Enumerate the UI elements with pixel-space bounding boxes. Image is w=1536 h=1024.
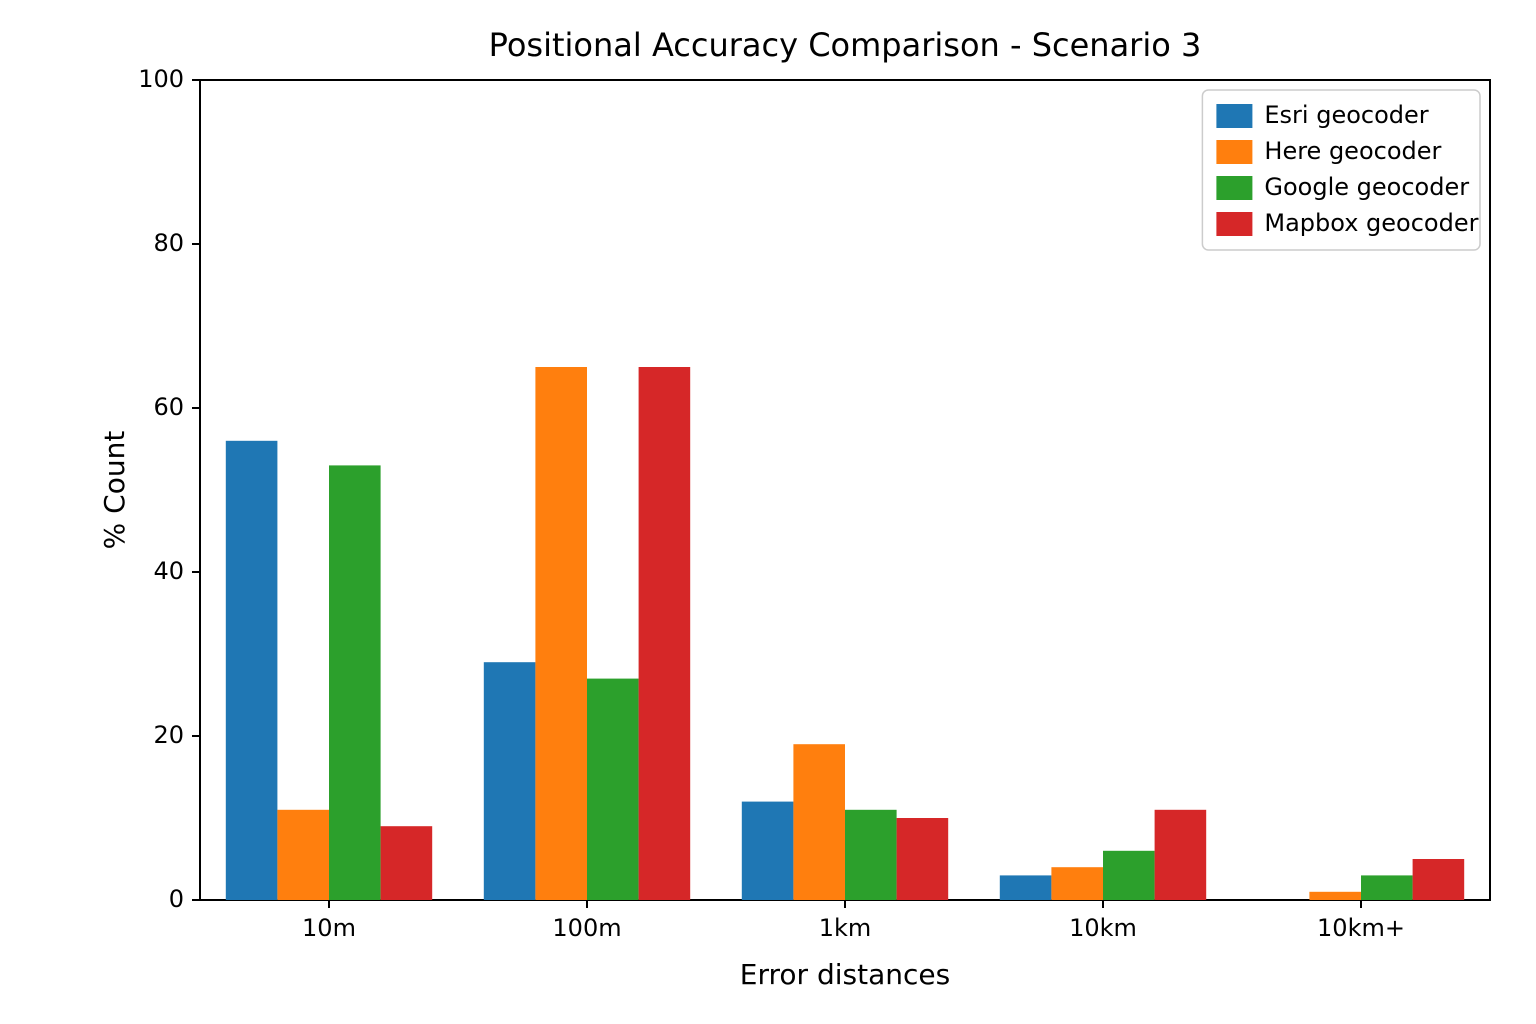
legend-swatch	[1216, 104, 1252, 128]
bar: 10	[897, 818, 949, 900]
y-tick-label: 40	[153, 557, 184, 585]
bar: 11	[845, 810, 897, 900]
chart-title: Positional Accuracy Comparison - Scenari…	[489, 26, 1202, 64]
y-tick-label: 60	[153, 393, 184, 421]
bar: 11	[1155, 810, 1207, 900]
bar: 3	[1361, 875, 1413, 900]
y-tick-label: 0	[169, 885, 184, 913]
bar: 11	[277, 810, 329, 900]
bar: 9	[381, 826, 433, 900]
legend-swatch	[1216, 212, 1252, 236]
bar: 12	[742, 802, 794, 900]
bar: 19	[793, 744, 845, 900]
legend-swatch	[1216, 176, 1252, 200]
legend-label: Google geocoder	[1264, 173, 1469, 201]
x-tick-label: 100m	[552, 914, 621, 942]
bar: 65	[639, 367, 691, 900]
bar: 6	[1103, 851, 1155, 900]
y-tick-label: 80	[153, 229, 184, 257]
bar: 1	[1309, 892, 1361, 900]
bar: 3	[1000, 875, 1052, 900]
x-tick-label: 10km+	[1317, 914, 1405, 942]
bar: 65	[535, 367, 587, 900]
legend-label: Esri geocoder	[1264, 101, 1428, 129]
bar: 27	[587, 679, 639, 900]
y-axis-label: % Count	[98, 431, 131, 550]
x-axis-label: Error distances	[740, 958, 950, 991]
legend-swatch	[1216, 140, 1252, 164]
y-tick-label: 20	[153, 721, 184, 749]
legend-label: Mapbox geocoder	[1264, 209, 1478, 237]
x-tick-label: 10km	[1069, 914, 1137, 942]
x-tick-label: 10m	[302, 914, 356, 942]
bar: 5	[1413, 859, 1465, 900]
bar: 56	[226, 441, 278, 900]
chart-container: 02040608010010m100m1km10km10km+561153929…	[0, 0, 1536, 1024]
legend-label: Here geocoder	[1264, 137, 1441, 165]
x-tick-label: 1km	[819, 914, 872, 942]
y-tick-label: 100	[138, 65, 184, 93]
bar: 29	[484, 662, 536, 900]
grouped-bar-chart: 02040608010010m100m1km10km10km+561153929…	[0, 0, 1536, 1024]
bar: 4	[1051, 867, 1103, 900]
bar: 53	[329, 465, 381, 900]
